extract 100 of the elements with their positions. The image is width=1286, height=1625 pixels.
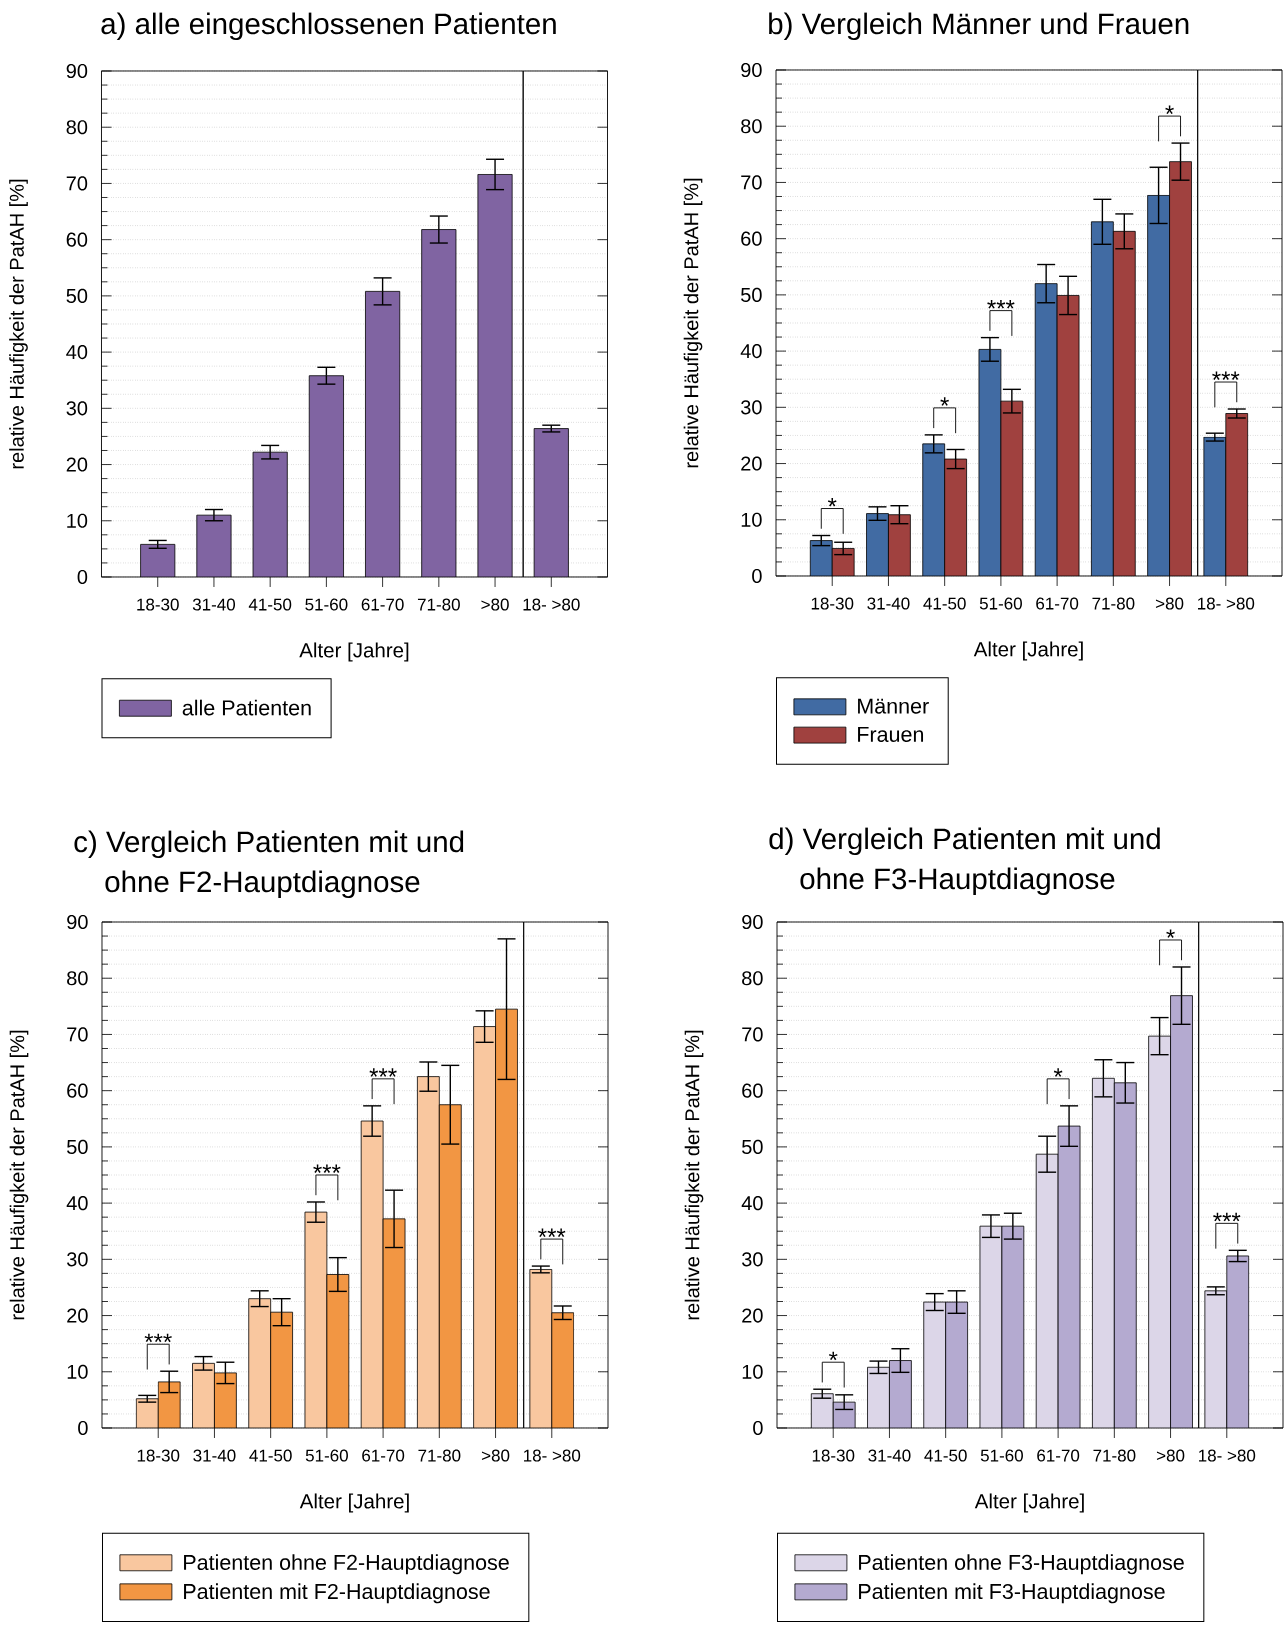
x-tick-label: 18- >80 bbox=[523, 598, 580, 611]
annotation: * bbox=[828, 1351, 838, 1361]
x-axis-title: Alter [Jahre] bbox=[974, 1493, 1084, 1513]
y-tick-label: 30 bbox=[742, 1252, 763, 1267]
y-axis-title: relative Häufigkeit der PatAH [%] bbox=[683, 178, 703, 468]
bar bbox=[1035, 283, 1058, 576]
y-axis-title: relative Häufigkeit der PatAH [%] bbox=[684, 1030, 704, 1320]
bar bbox=[1057, 295, 1080, 576]
bar bbox=[309, 375, 344, 577]
y-tick-label: 10 bbox=[742, 1364, 763, 1379]
y-tick-label: 0 bbox=[753, 1420, 763, 1436]
annotation: * bbox=[1165, 105, 1174, 115]
y-tick-label: 30 bbox=[66, 401, 88, 416]
bar bbox=[1114, 1082, 1137, 1428]
y-tick-label: 80 bbox=[66, 120, 88, 135]
bar bbox=[140, 544, 175, 577]
y-tick-label: 10 bbox=[67, 513, 88, 528]
x-tick-label: 71-80 bbox=[1092, 597, 1135, 610]
legend-label: Patienten ohne F3-Hauptdiagnose bbox=[859, 1554, 1184, 1575]
y-tick-label: 50 bbox=[67, 1139, 88, 1154]
annotation: * bbox=[1053, 1068, 1063, 1077]
y-tick-label: 90 bbox=[742, 914, 763, 930]
y-tick-label: 10 bbox=[67, 1364, 88, 1379]
bar bbox=[1148, 1035, 1171, 1428]
chart-title: a) alle eingeschlossenen Patienten bbox=[101, 12, 556, 41]
y-tick-label: 40 bbox=[741, 1196, 763, 1211]
bar bbox=[1001, 1226, 1024, 1428]
y-tick-label: 70 bbox=[741, 175, 762, 190]
bar bbox=[1036, 1154, 1059, 1428]
annotation: *** bbox=[313, 1164, 341, 1173]
y-tick-label: 80 bbox=[742, 971, 763, 986]
annotation: *** bbox=[144, 1333, 172, 1343]
bar bbox=[945, 1302, 968, 1428]
x-tick-label: 61-70 bbox=[362, 1449, 405, 1462]
y-tick-label: 60 bbox=[742, 1083, 763, 1098]
x-tick-label: 41-50 bbox=[249, 1449, 292, 1462]
x-tick-label: 18- >80 bbox=[1198, 597, 1255, 610]
bar bbox=[383, 1218, 406, 1428]
bar bbox=[867, 1367, 890, 1428]
bar bbox=[889, 1360, 912, 1428]
x-tick-label: 51-60 bbox=[305, 1449, 348, 1462]
y-tick-label: 10 bbox=[741, 512, 762, 527]
bar bbox=[978, 349, 1001, 576]
bar bbox=[1169, 161, 1192, 576]
x-tick-label: 51-60 bbox=[305, 598, 348, 611]
y-tick-label: 70 bbox=[67, 1027, 88, 1042]
x-tick-label: 31-40 bbox=[193, 1449, 236, 1462]
bar bbox=[810, 540, 833, 576]
x-tick-label: >80 bbox=[1155, 597, 1184, 610]
y-tick-label: 0 bbox=[752, 568, 762, 584]
y-tick-label: 90 bbox=[741, 62, 762, 78]
bar bbox=[1000, 401, 1023, 576]
y-tick-label: 50 bbox=[742, 1139, 763, 1154]
annotation: *** bbox=[987, 300, 1015, 309]
x-tick-label: 18- >80 bbox=[1199, 1449, 1256, 1462]
bar bbox=[979, 1226, 1002, 1428]
bar bbox=[944, 459, 967, 576]
y-tick-label: 30 bbox=[740, 400, 762, 415]
x-tick-label: 41-50 bbox=[923, 597, 966, 610]
legend-label: Männer bbox=[858, 698, 929, 714]
annotation: * bbox=[940, 397, 949, 406]
y-axis-title: relative Häufigkeit der PatAH [%] bbox=[9, 179, 28, 469]
x-tick-label: 18-30 bbox=[812, 1449, 855, 1462]
legend-label: Patienten mit F2-Hauptdiagnose bbox=[184, 1583, 490, 1604]
bar bbox=[923, 1302, 946, 1428]
bar bbox=[214, 1372, 237, 1428]
bar bbox=[866, 513, 889, 576]
y-tick-label: 80 bbox=[741, 119, 762, 134]
x-tick-label: >80 bbox=[481, 1449, 510, 1462]
bar bbox=[832, 548, 855, 576]
bar bbox=[1170, 995, 1193, 1428]
x-tick-label: 71-80 bbox=[1093, 1449, 1136, 1462]
annotation: *** bbox=[1212, 371, 1240, 380]
x-tick-label: 61-70 bbox=[1037, 1449, 1080, 1462]
x-tick-label: 61-70 bbox=[361, 598, 404, 611]
bar bbox=[1113, 231, 1136, 576]
x-tick-label: 61-70 bbox=[1036, 597, 1079, 610]
legend-label: Frauen bbox=[858, 726, 924, 742]
y-tick-label: 20 bbox=[742, 1308, 763, 1323]
bar bbox=[361, 1121, 384, 1428]
bar bbox=[439, 1104, 462, 1428]
y-tick-label: 60 bbox=[741, 231, 762, 246]
bar bbox=[1092, 1078, 1115, 1428]
x-tick-label: 51-60 bbox=[980, 1449, 1023, 1462]
y-tick-label: 90 bbox=[66, 63, 88, 79]
x-tick-label: 51-60 bbox=[979, 597, 1022, 610]
annotation: * bbox=[827, 498, 837, 507]
bar bbox=[270, 1312, 293, 1428]
x-tick-label: 18-30 bbox=[137, 598, 179, 611]
y-tick-label: 0 bbox=[78, 1420, 88, 1436]
x-tick-label: 41-50 bbox=[924, 1449, 967, 1462]
x-tick-label: 71-80 bbox=[417, 598, 460, 611]
y-axis-title: relative Häufigkeit der PatAH [%] bbox=[9, 1030, 29, 1320]
x-tick-label: 31-40 bbox=[192, 598, 236, 611]
bar bbox=[196, 515, 232, 577]
x-tick-label: 41-50 bbox=[248, 598, 292, 611]
bar bbox=[477, 174, 513, 577]
bar bbox=[248, 1298, 271, 1428]
bar bbox=[365, 291, 400, 577]
annotation: * bbox=[1166, 929, 1175, 938]
